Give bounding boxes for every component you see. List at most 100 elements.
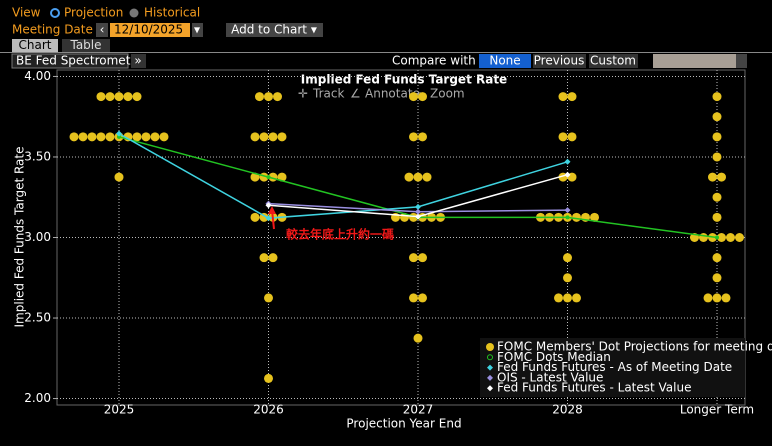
track-icon[interactable]: ✛ xyxy=(298,87,308,101)
dot xyxy=(150,132,160,142)
tab-chart[interactable] xyxy=(12,39,58,52)
radio-projection[interactable] xyxy=(50,8,60,18)
tool-zoom[interactable]: Zoom xyxy=(430,87,465,101)
dot xyxy=(590,212,599,222)
annotate-icon[interactable]: ∠ xyxy=(350,87,361,101)
dropdown-arrow[interactable]: ▾ xyxy=(194,23,200,37)
date-box[interactable] xyxy=(110,23,190,37)
y-tick-label: 4.00 xyxy=(24,69,51,83)
dot xyxy=(78,132,88,142)
tab-rule xyxy=(0,52,772,53)
dot xyxy=(404,172,414,182)
series-marker xyxy=(415,213,421,220)
dot xyxy=(712,112,722,122)
legend-label: FOMC Dots Median xyxy=(497,350,611,364)
dot xyxy=(250,132,260,142)
tab-chart-label[interactable]: Chart xyxy=(19,38,52,52)
compare-previous-label[interactable]: Previous xyxy=(534,54,585,68)
add-to-chart[interactable]: Add to Chart ▾ xyxy=(231,23,317,37)
dot xyxy=(712,273,722,283)
prev-button[interactable] xyxy=(96,23,108,37)
x-axis-label: Projection Year End xyxy=(346,417,461,431)
compare-none[interactable] xyxy=(479,54,531,68)
dot xyxy=(132,92,142,102)
dot xyxy=(712,293,722,303)
dot xyxy=(114,92,124,102)
dot xyxy=(87,132,97,142)
legend-box xyxy=(480,338,745,397)
meeting-date-label: Meeting Date xyxy=(12,23,93,37)
legend-swatch xyxy=(487,385,493,392)
tool-annotate[interactable]: Annotate xyxy=(365,87,420,101)
dot xyxy=(413,333,423,343)
legend-label: Fed Funds Futures - As of Meeting Date xyxy=(497,360,732,374)
compare-custom[interactable] xyxy=(589,54,638,68)
dot xyxy=(264,373,273,383)
dot xyxy=(422,172,432,182)
prev-arrow[interactable]: ‹ xyxy=(100,23,105,37)
meeting-date[interactable]: 12/10/2025 xyxy=(114,23,183,37)
dot xyxy=(563,293,572,303)
dot xyxy=(712,152,722,162)
historical-option[interactable]: Historical xyxy=(144,6,200,20)
source-box[interactable] xyxy=(11,53,129,69)
view-label: View xyxy=(12,6,41,20)
dot xyxy=(250,212,260,222)
date-dropdown[interactable] xyxy=(192,23,203,37)
tool-track[interactable]: Track xyxy=(312,87,344,101)
dot xyxy=(409,92,418,102)
series-marker xyxy=(265,215,272,222)
plot: 2.00 2.50 3.00 3.50 4.00 2025 2026 2027 2028 Long… xyxy=(24,69,754,417)
dot xyxy=(567,132,577,142)
y-tick-label: 2.00 xyxy=(24,391,51,405)
dot xyxy=(712,253,722,263)
legend-label: OIS - Latest Value xyxy=(497,370,603,384)
custom-select-arrow[interactable] xyxy=(736,54,747,68)
add-to-chart-button[interactable] xyxy=(226,23,323,37)
dot xyxy=(717,172,726,182)
dot xyxy=(105,132,115,142)
dot xyxy=(259,253,269,263)
dot xyxy=(69,132,79,142)
compare-with-label: Compare with xyxy=(392,54,476,68)
series-marker xyxy=(715,235,719,240)
series-marker xyxy=(415,203,421,210)
dot xyxy=(712,192,722,202)
dot xyxy=(250,172,260,182)
source[interactable]: BE Fed Spectrometer xyxy=(16,54,143,68)
annotation-arrowhead xyxy=(268,206,276,214)
dot xyxy=(277,132,287,142)
dot xyxy=(708,172,717,182)
dot xyxy=(105,92,115,102)
expand-button[interactable] xyxy=(131,54,146,68)
dot xyxy=(572,212,581,222)
series-marker xyxy=(564,158,571,165)
dot xyxy=(264,92,273,102)
expand-icon[interactable]: » xyxy=(134,54,141,68)
dot xyxy=(268,132,278,142)
chart-title: Implied Fed Funds Target Rate xyxy=(301,73,507,87)
y-tick-label: 2.50 xyxy=(24,311,51,325)
custom-select[interactable] xyxy=(653,54,736,68)
radio-historical[interactable] xyxy=(129,8,139,18)
series-marker xyxy=(265,202,272,209)
compare-previous[interactable] xyxy=(533,54,586,68)
dot xyxy=(418,92,427,102)
series-line xyxy=(118,132,568,219)
compare-none-label[interactable]: None xyxy=(489,54,520,68)
dot xyxy=(554,293,563,303)
tab-table-label[interactable]: Table xyxy=(69,38,101,52)
dot xyxy=(712,92,722,102)
projection-option[interactable]: Projection xyxy=(64,6,123,20)
series-marker xyxy=(415,208,421,215)
series-marker xyxy=(564,207,571,214)
dot xyxy=(712,212,722,222)
dot xyxy=(563,273,572,283)
dot xyxy=(409,132,418,142)
dot xyxy=(409,253,418,263)
dot xyxy=(132,132,142,142)
tab-table[interactable] xyxy=(62,39,110,52)
dot xyxy=(735,233,744,242)
compare-custom-label[interactable]: Custom xyxy=(590,54,636,68)
